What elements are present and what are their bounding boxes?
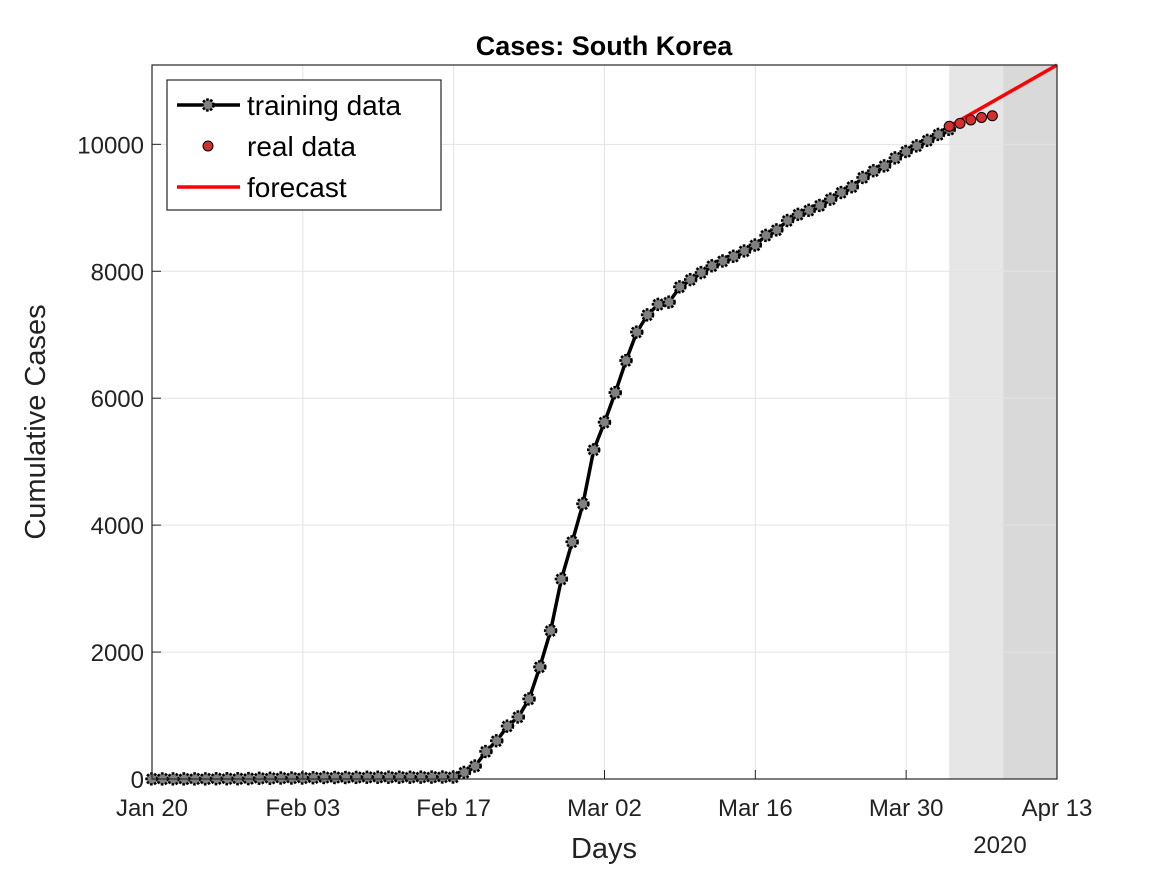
training-data-point [328, 770, 342, 785]
legend-real-label: real data [247, 131, 356, 162]
training-data-point [662, 295, 676, 309]
training-data-point [339, 770, 353, 785]
training-data-point [403, 770, 418, 784]
training-data-point [824, 192, 838, 206]
training-data-point [920, 133, 935, 148]
training-data-point [716, 254, 730, 268]
training-data-point [877, 159, 892, 173]
training-data-point [522, 692, 536, 706]
x-tick-label: Feb 03 [265, 795, 340, 822]
training-data-point [694, 265, 709, 280]
y-tick-label: 2000 [91, 640, 144, 667]
x-tick-label: Feb 17 [416, 795, 491, 822]
ticks: 0 2000 4000 6000 8000 10000 Jan 20 Feb 03 Feb 17… [77, 132, 1092, 822]
year-label: 2020 [973, 832, 1026, 859]
training-data-point [813, 198, 827, 213]
y-tick-label: 8000 [91, 259, 144, 286]
training-data-point [770, 223, 784, 237]
training-data-point [393, 770, 407, 784]
training-data-point [274, 771, 289, 785]
legend-training-marker [201, 98, 215, 112]
y-tick-label: 0 [131, 767, 144, 794]
training-data-point [845, 179, 860, 194]
training-data-point [597, 415, 612, 430]
legend-forecast-label: forecast [247, 172, 347, 203]
x-axis-label: Days [571, 833, 637, 865]
training-data-point [543, 623, 558, 638]
training-data-point [511, 710, 526, 724]
training-data-point [867, 164, 881, 178]
training-data-point [414, 770, 429, 784]
training-data-point [748, 238, 763, 252]
training-data-point [576, 497, 590, 511]
y-tick-label: 10000 [77, 132, 144, 159]
training-data-point [619, 353, 633, 368]
x-tick-label: Mar 02 [567, 795, 642, 822]
training-data-point [910, 139, 924, 153]
training-data-point [651, 297, 666, 312]
legend-training-label: training data [247, 90, 402, 121]
x-tick-label: Apr 13 [1022, 795, 1093, 822]
training-data-point [608, 385, 623, 400]
training-data-point [490, 734, 504, 748]
training-data-point [931, 127, 946, 142]
training-data-point [683, 272, 698, 287]
real-data-point [965, 114, 977, 126]
training-data-point [371, 770, 385, 784]
x-tick-label: Jan 20 [116, 795, 188, 822]
training-data-point [888, 151, 903, 165]
training-data-point [791, 207, 806, 222]
training-data-point [382, 770, 396, 784]
training-data-point [533, 660, 547, 674]
training-data-point [457, 765, 472, 780]
training-data-point [285, 771, 299, 785]
training-data-point [554, 572, 569, 586]
forecast-shading [949, 65, 1057, 779]
chart-title: Cases: South Korea [476, 31, 734, 61]
training-data-point [630, 325, 644, 339]
real-data-point [976, 111, 988, 123]
training-data-point [802, 203, 816, 218]
training-data-point [780, 213, 795, 228]
training-data-point [479, 744, 493, 759]
training-data-point [360, 770, 375, 785]
real-data-point [954, 117, 966, 129]
training-data-point [317, 770, 332, 785]
training-data-point [306, 771, 321, 785]
legend-real-marker [202, 140, 214, 152]
training-data-point [640, 308, 655, 322]
series-layer [145, 63, 1058, 786]
real-data-point [986, 110, 998, 122]
training-data-point [263, 771, 278, 785]
training-data-line [152, 127, 951, 781]
training-data-point [899, 144, 913, 159]
y-axis-label: Cumulative Cases [20, 304, 52, 539]
training-data-point [586, 443, 601, 457]
training-data-point [565, 535, 579, 549]
training-data-point [468, 759, 482, 773]
training-data-point [252, 771, 267, 786]
x-tick-label: Mar 30 [869, 795, 944, 822]
forecast-band-1 [1003, 65, 1057, 779]
training-data-point [673, 280, 687, 294]
forecast-band-0 [949, 65, 1004, 779]
y-tick-label: 4000 [91, 513, 144, 540]
legend: training data real data forecast [166, 79, 442, 211]
real-data-point [943, 120, 955, 132]
training-data-point [349, 770, 364, 785]
training-data-point [856, 170, 870, 185]
training-data-point [705, 259, 719, 273]
training-data-point [500, 719, 515, 733]
training-data-point [425, 770, 439, 784]
y-tick-label: 6000 [91, 386, 144, 413]
training-data-point [834, 185, 849, 200]
x-tick-label: Mar 16 [718, 795, 793, 822]
training-data-point [436, 770, 450, 784]
training-data-point [727, 249, 741, 264]
training-data-point [759, 228, 773, 243]
training-data-point [737, 244, 752, 258]
